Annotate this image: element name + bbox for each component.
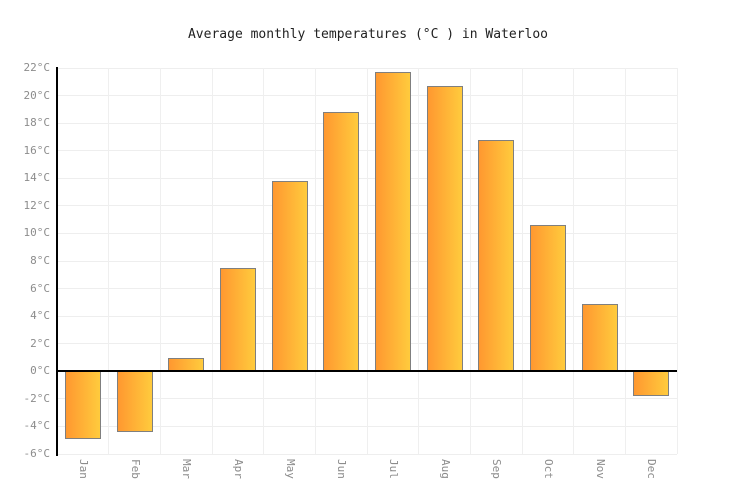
x-axis-label-jun: Jun (335, 459, 349, 479)
v-gridline (624, 68, 626, 454)
x-axis-label-mar: Mar (180, 459, 194, 479)
y-axis-tick-label: -4°C (23, 419, 51, 433)
v-gridline (211, 68, 213, 454)
y-axis-line (56, 67, 58, 456)
x-axis-label-feb: Feb (128, 459, 142, 479)
v-gridline (676, 68, 678, 454)
y-axis-tick-label: 22°C (23, 61, 51, 74)
y-axis-tick-label: 6°C (30, 281, 50, 295)
v-gridline (573, 68, 575, 454)
bar-jan (64, 371, 101, 439)
chart-title: Average monthly temperatures (°C ) in Wa… (187, 27, 549, 42)
y-axis-tick-label: 8°C (30, 254, 50, 267)
bar-mar (168, 357, 205, 372)
x-axis-label-may: May (283, 459, 297, 479)
bar-jul (374, 72, 411, 372)
y-axis-tick-label: 12°C (23, 198, 51, 212)
v-gridline (159, 68, 161, 454)
y-axis-tick-label: 18°C (23, 116, 51, 130)
h-gridline (57, 453, 677, 455)
y-axis-tick-label: 16°C (23, 143, 51, 157)
v-gridline (263, 68, 265, 454)
y-axis-tick-label: 4°C (30, 309, 50, 323)
y-axis-tick-label: 2°C (30, 336, 50, 350)
y-axis-tick-label: -2°C (23, 391, 51, 405)
x-axis-label-nov: Nov (593, 459, 607, 479)
y-axis-tick-label: 20°C (23, 88, 51, 102)
y-axis-tick-label: 10°C (23, 226, 51, 240)
bar-sep (478, 139, 515, 372)
x-axis-label-sep: Sep (490, 459, 504, 479)
x-axis-label-apr: Apr (231, 459, 245, 479)
x-axis-label-jul: Jul (386, 459, 400, 479)
x-axis-label-dec: Dec (645, 459, 659, 479)
y-axis-tick-label: -6°C (23, 447, 51, 460)
bar-nov (581, 303, 618, 372)
v-gridline (314, 68, 316, 454)
v-gridline (469, 68, 471, 454)
y-axis-tick-label: 0°C (30, 364, 50, 378)
x-axis-label-jan: Jan (76, 459, 90, 479)
bar-oct (529, 225, 566, 372)
v-gridline (418, 68, 420, 454)
v-gridline (366, 68, 368, 454)
bar-jun (323, 112, 360, 372)
bar-may (271, 181, 308, 372)
x-axis-label-aug: Aug (438, 459, 452, 479)
bar-dec (633, 371, 670, 397)
bar-apr (219, 267, 256, 372)
bar-feb (116, 371, 153, 432)
bar-aug (426, 85, 463, 372)
x-axis-label-oct: Oct (541, 459, 555, 479)
v-gridline (108, 68, 110, 454)
plot-area (57, 67, 678, 455)
v-gridline (521, 68, 523, 454)
y-axis-tick-label: 14°C (23, 171, 51, 185)
zero-baseline (57, 370, 677, 373)
